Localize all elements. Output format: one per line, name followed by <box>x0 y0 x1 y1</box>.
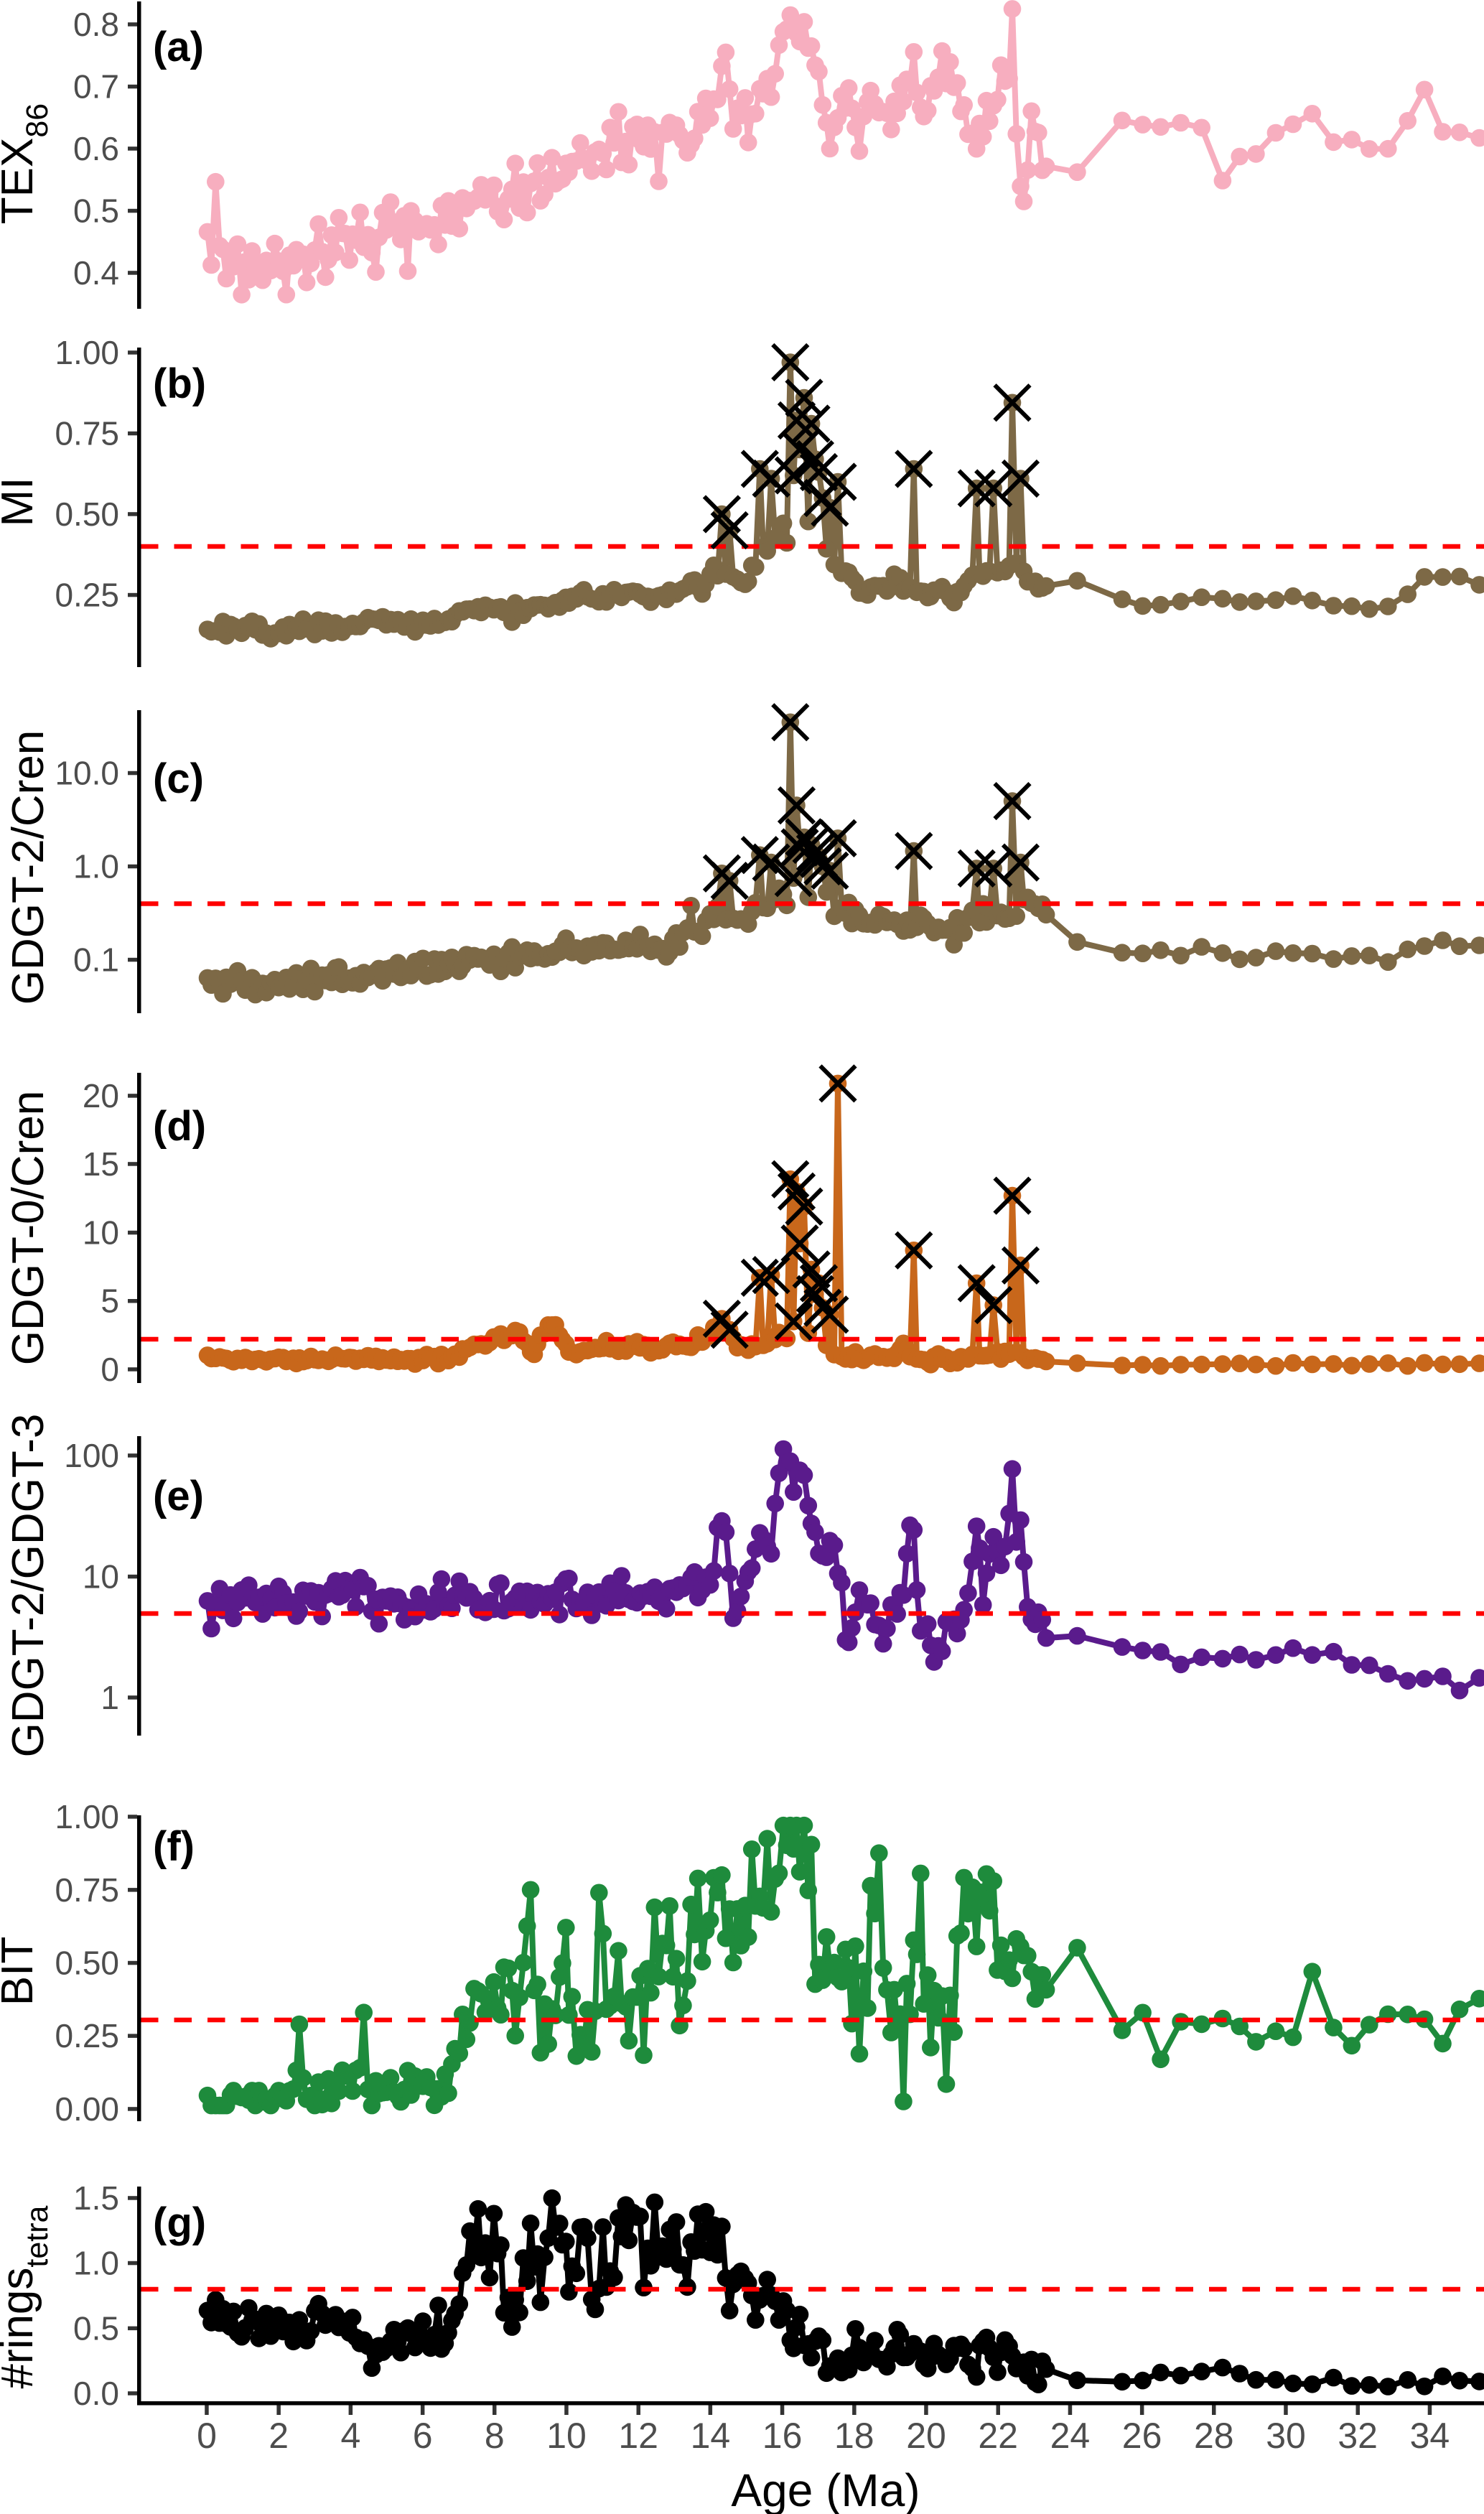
svg-text:2: 2 <box>269 2416 289 2456</box>
svg-text:1: 1 <box>101 1679 119 1716</box>
svg-text:10: 10 <box>546 2416 587 2456</box>
svg-text:10.0: 10.0 <box>55 755 119 792</box>
svg-text:16: 16 <box>762 2416 803 2456</box>
svg-text:(e): (e) <box>153 1473 204 1519</box>
svg-text:(f): (f) <box>153 1823 195 1870</box>
svg-text:24: 24 <box>1050 2416 1091 2456</box>
svg-text:(a): (a) <box>153 24 204 70</box>
svg-text:10: 10 <box>83 1214 119 1252</box>
svg-text:1.5: 1.5 <box>73 2179 119 2217</box>
svg-text:26: 26 <box>1122 2416 1162 2456</box>
svg-text:22: 22 <box>978 2416 1018 2456</box>
svg-text:Age (Ma): Age (Ma) <box>731 2464 920 2514</box>
svg-text:30: 30 <box>1266 2416 1306 2456</box>
svg-text:20: 20 <box>906 2416 946 2456</box>
svg-text:0.50: 0.50 <box>55 495 119 533</box>
svg-text:20: 20 <box>83 1077 119 1114</box>
svg-text:0.25: 0.25 <box>55 2017 119 2054</box>
svg-text:6: 6 <box>413 2416 433 2456</box>
svg-text:14: 14 <box>691 2416 731 2456</box>
svg-text:0.5: 0.5 <box>73 2309 119 2347</box>
svg-text:0.75: 0.75 <box>55 1871 119 1909</box>
svg-text:BIT: BIT <box>0 1937 42 2006</box>
svg-text:32: 32 <box>1338 2416 1378 2456</box>
svg-text:0.25: 0.25 <box>55 577 119 614</box>
svg-text:28: 28 <box>1194 2416 1234 2456</box>
svg-text:15: 15 <box>83 1145 119 1183</box>
svg-text:0: 0 <box>101 1351 119 1388</box>
svg-text:100: 100 <box>64 1437 119 1474</box>
svg-text:5: 5 <box>101 1282 119 1320</box>
svg-text:(g): (g) <box>153 2199 206 2246</box>
svg-text:(c): (c) <box>153 755 204 802</box>
svg-text:34: 34 <box>1410 2416 1450 2456</box>
svg-text:MI: MI <box>0 478 42 527</box>
svg-text:0: 0 <box>197 2416 217 2456</box>
svg-text:0.75: 0.75 <box>55 415 119 452</box>
svg-text:18: 18 <box>834 2416 874 2456</box>
svg-text:0.7: 0.7 <box>73 68 119 106</box>
svg-text:(d): (d) <box>153 1103 206 1150</box>
svg-text:(b): (b) <box>153 360 206 407</box>
svg-text:1.0: 1.0 <box>73 2245 119 2282</box>
svg-text:10: 10 <box>83 1558 119 1596</box>
svg-text:4: 4 <box>340 2416 360 2456</box>
svg-text:1.00: 1.00 <box>55 1798 119 1835</box>
svg-text:0.5: 0.5 <box>73 192 119 230</box>
svg-text:1.0: 1.0 <box>73 848 119 885</box>
svg-text:GDGT-0/Cren: GDGT-0/Cren <box>4 1091 53 1365</box>
svg-text:0.8: 0.8 <box>73 6 119 43</box>
svg-text:0.4: 0.4 <box>73 254 119 292</box>
svg-text:8: 8 <box>485 2416 505 2456</box>
svg-text:0.6: 0.6 <box>73 130 119 167</box>
svg-text:1.00: 1.00 <box>55 334 119 371</box>
svg-text:0.1: 0.1 <box>73 941 119 979</box>
svg-text:12: 12 <box>618 2416 658 2456</box>
svg-text:GDGT-2/GDGT-3: GDGT-2/GDGT-3 <box>4 1414 53 1758</box>
svg-text:0.50: 0.50 <box>55 1945 119 1982</box>
svg-text:0.00: 0.00 <box>55 2090 119 2128</box>
svg-text:GDGT-2/Cren: GDGT-2/Cren <box>4 730 53 1005</box>
svg-text:0.0: 0.0 <box>73 2375 119 2412</box>
